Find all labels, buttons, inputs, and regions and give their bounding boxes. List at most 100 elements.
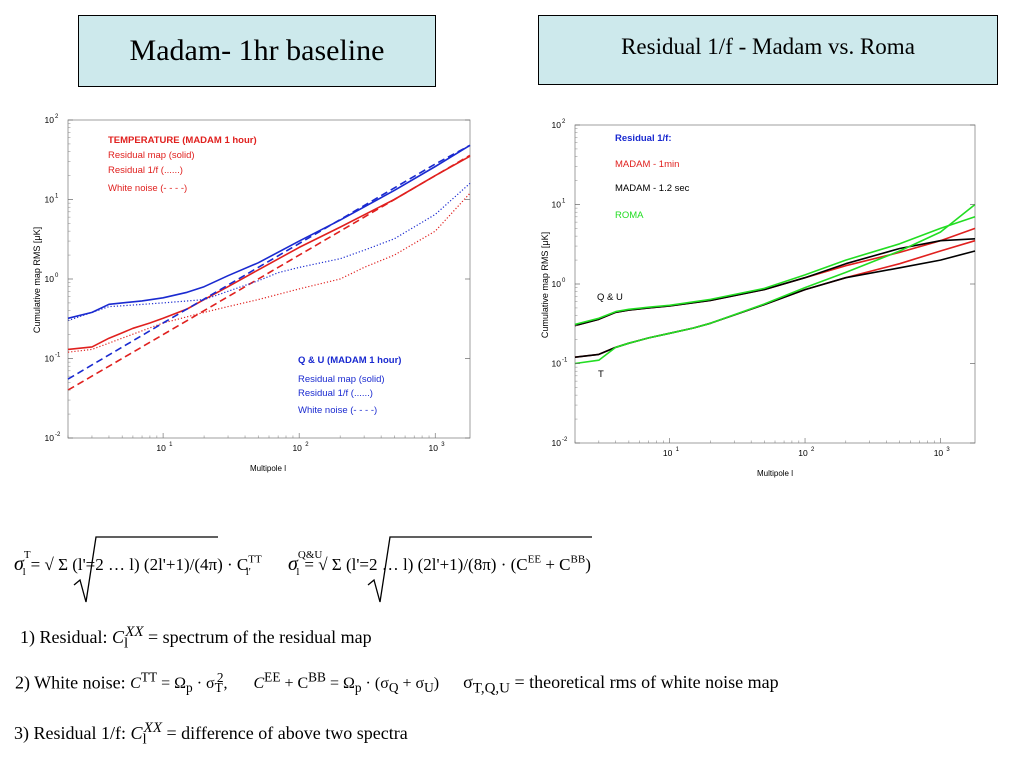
x-tick-exponent: 3 — [441, 442, 445, 448]
note2-eq2-ee: EE — [264, 670, 281, 685]
y-tick-label: 10 — [45, 274, 55, 284]
note2-eq2: CEE + CBB = Ωp · (σQ + σU) — [253, 670, 444, 696]
note1-prefix: 1) Residual: — [20, 627, 112, 647]
note2-sigma: σ — [463, 672, 473, 693]
sigma-qu-plus: + C — [541, 555, 571, 574]
note2-eq2-close: ) — [433, 675, 440, 693]
sigma-qu-close: ) — [585, 555, 591, 574]
note3-suffix: = difference of above two spectra — [162, 723, 408, 743]
annotation-qu: Q & U — [597, 292, 623, 303]
note2-prefix: 2) White noise: — [15, 672, 131, 693]
right-chart-xlabel: Multipole l — [757, 469, 793, 478]
left-chart-frame — [67, 119, 471, 439]
left-title-box: Madam- 1hr baseline — [78, 15, 436, 87]
x-tick-exponent: 1 — [169, 442, 173, 448]
note2-eq2-c: C — [253, 675, 265, 693]
series-line-red-solid — [67, 155, 471, 351]
note2-eq2-q: Q — [388, 680, 399, 696]
note2-eq2-plus: + σ — [398, 675, 425, 693]
sigma-t-rhs: = √ Σ (l'=2 … l) (2l'+1)/(4π) · C — [30, 555, 249, 574]
sigma-qu-equation: σQ&U l = √ Σ (l'=2 … l) (2l'+1)/(8π) · (C… — [288, 549, 591, 578]
note2-eq2-tail: · (σ — [361, 675, 389, 693]
note2-eq2-p: p — [354, 680, 362, 696]
series-line-red-dotted — [67, 192, 471, 353]
y-tick-exponent: -2 — [562, 437, 568, 443]
right-title-box: Residual 1/f - Madam vs. Roma — [538, 15, 998, 85]
y-tick-label: 10 — [45, 115, 55, 125]
note1-suffix: = spectrum of the residual map — [143, 627, 372, 647]
note1-sub: l — [124, 635, 129, 652]
series-line-red-3 — [574, 239, 976, 358]
legend-qu-title: Q & U (MADAM 1 hour) — [298, 355, 401, 366]
legend-qu-item-0: Residual map (solid) — [298, 374, 385, 385]
left-title: Madam- 1hr baseline — [129, 34, 385, 67]
x-tick-label: 10 — [429, 443, 439, 453]
note2-sigma-def: σT,Q,U = theoretical rms of white noise … — [463, 672, 779, 697]
x-tick-exponent: 1 — [676, 447, 680, 453]
note2-eq1-tail: · σ — [192, 675, 215, 693]
sigma-t-sigma: σ — [14, 553, 24, 575]
y-tick-exponent: 1 — [55, 194, 59, 200]
sigma-qu-sub: l — [296, 566, 300, 578]
note2-eq1-rest: = Ω — [157, 675, 187, 693]
note3-sup: XX — [143, 720, 162, 736]
y-tick-exponent: -1 — [562, 358, 568, 364]
right-chart-frame — [574, 124, 976, 444]
y-tick-exponent: 0 — [55, 273, 59, 279]
y-tick-label: 10 — [552, 438, 562, 448]
y-tick-exponent: 0 — [562, 278, 566, 284]
plot-area — [574, 124, 976, 444]
note2-eq1-p: p — [186, 680, 193, 696]
y-tick-label: 10 — [45, 354, 55, 364]
right-legend-item-0: MADAM - 1min — [615, 159, 679, 170]
note1-sup: XX — [125, 624, 144, 640]
note2-eq1-2: 2 — [216, 670, 224, 685]
note2-suffix: = theoretical rms of white noise map — [510, 672, 779, 693]
note2-comma: , — [223, 675, 228, 693]
note2-eq2-mid: + C — [280, 675, 309, 693]
sigma-t-c-sup: TT — [248, 553, 262, 566]
series-line-red-0 — [574, 227, 976, 327]
right-chart-ticks: 10 -210 -110 010 110 210 1 10 2 10 3 — [552, 119, 975, 458]
y-tick-label: 10 — [45, 195, 55, 205]
right-legend-title: Residual 1/f: — [615, 133, 672, 144]
right-legend-item-2: ROMA — [615, 210, 644, 221]
left-chart-xlabel: Multipole l — [250, 464, 286, 473]
sigma-t-sup: T — [23, 549, 31, 562]
y-tick-exponent: 1 — [562, 199, 566, 205]
series-line-black-4 — [574, 250, 976, 358]
left-legend-qu: Q & U (MADAM 1 hour) Residual map (solid… — [298, 355, 401, 416]
y-tick-label: 10 — [552, 200, 562, 210]
y-tick-label: 10 — [45, 433, 55, 443]
note2-eq2-bb: BB — [308, 670, 326, 685]
x-tick-exponent: 2 — [305, 442, 309, 448]
y-tick-exponent: 2 — [562, 119, 566, 125]
left-chart-ylabel: Cumulative map RMS [μK] — [32, 227, 42, 333]
sigma-qu-sup: Q&U — [297, 549, 323, 562]
x-tick-label: 10 — [663, 448, 673, 458]
legend-temp-title: TEMPERATURE (MADAM 1 hour) — [108, 135, 257, 146]
x-tick-label: 10 — [292, 443, 302, 453]
annotation-t: T — [598, 369, 604, 380]
series-line-blue-solid — [67, 144, 471, 320]
series-line-blue-dashed — [67, 144, 471, 380]
sigma-qu-sigma: σ — [288, 553, 298, 575]
left-chart-series — [67, 144, 471, 391]
note2-eq2-u: U — [424, 680, 434, 696]
legend-temp-item-0: Residual map (solid) — [108, 150, 195, 161]
x-tick-label: 10 — [156, 443, 166, 453]
legend-temp-item-1: Residual 1/f (......) — [108, 165, 183, 176]
note3-prefix: 3) Residual 1/f: — [14, 723, 131, 743]
left-legend-temperature: TEMPERATURE (MADAM 1 hour) Residual map … — [108, 135, 257, 194]
x-tick-label: 10 — [934, 448, 944, 458]
sigma-t-equation: σTl = √ Σ (l'=2 … l) (2l'+1)/(4π) · CTTl… — [14, 549, 262, 578]
series-line-green-5 — [574, 203, 976, 365]
legend-qu-item-1: Residual 1/f (......) — [298, 388, 373, 399]
right-chart-series — [574, 203, 976, 365]
note2-eq1-c: C — [130, 675, 141, 693]
note2-eq1-sup: TT — [140, 670, 158, 685]
y-tick-exponent: 2 — [55, 114, 59, 120]
